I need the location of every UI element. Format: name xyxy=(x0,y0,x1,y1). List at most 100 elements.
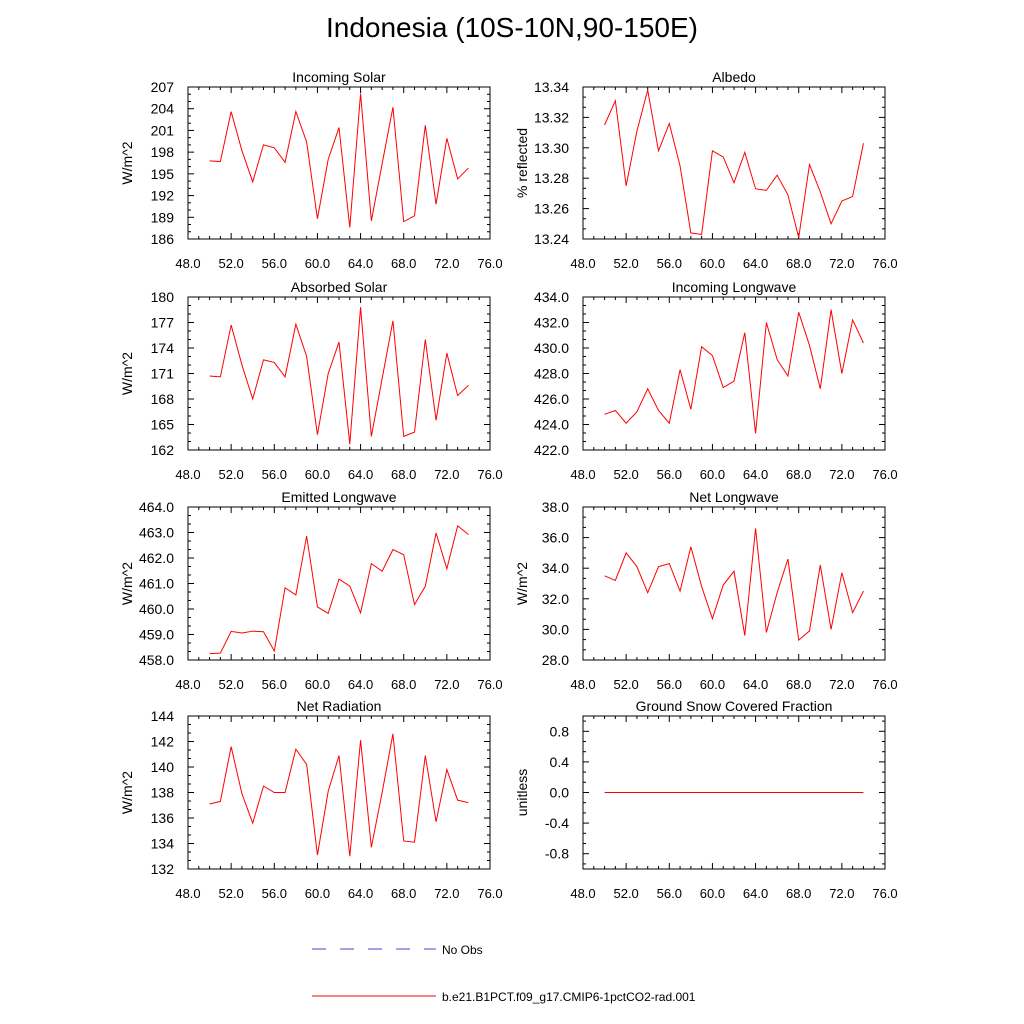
panel-4: Incoming Longwave 48.0 52.0 56.0 60.0 64.0 68.… xyxy=(534,279,898,482)
y-tick-label: 136 xyxy=(151,810,175,826)
x-tick-label: 68.0 xyxy=(391,677,416,692)
panel-7: Net Radiation W/m^2 48.0 52.0 56.0 60.0 64.0 68… xyxy=(119,698,503,901)
plot-frame xyxy=(187,715,491,870)
y-tick-label: 34.0 xyxy=(542,560,569,576)
plot-frame xyxy=(187,86,491,240)
panel-5: Emitted Longwave W/m^2 48.0 52.0 56.0 60.0 64.… xyxy=(119,489,503,692)
x-tick-label: 64.0 xyxy=(743,677,768,692)
y-tick-label: 462.0 xyxy=(139,550,174,566)
x-tick-label: 68.0 xyxy=(391,467,416,482)
y-tick-label: 134 xyxy=(151,836,175,852)
x-tick-label: 48.0 xyxy=(175,256,200,271)
x-tick-label: 48.0 xyxy=(570,886,595,901)
plot-frame xyxy=(187,506,491,661)
y-tick-label: 132 xyxy=(151,861,175,877)
x-tick-label: 68.0 xyxy=(391,886,416,901)
y-tick-label: 177 xyxy=(151,315,175,331)
y-tick-label: 426.0 xyxy=(534,391,569,407)
x-tick-label: 52.0 xyxy=(218,677,243,692)
y-tick-label: 428.0 xyxy=(534,366,569,382)
y-tick-label: 432.0 xyxy=(534,315,569,331)
y-tick-label: 0.4 xyxy=(550,754,570,770)
panel-title: Ground Snow Covered Fraction xyxy=(636,698,833,714)
x-tick-label: 76.0 xyxy=(477,677,502,692)
y-tick-label: 464.0 xyxy=(139,499,174,515)
panel-6: Net Longwave W/m^2 48.0 52.0 56.0 60.0 64.0 68.… xyxy=(514,489,898,692)
y-tick-label: 180 xyxy=(151,289,175,305)
series-line xyxy=(209,93,469,228)
x-tick-label: 52.0 xyxy=(613,256,638,271)
x-tick-label: 60.0 xyxy=(700,256,725,271)
x-tick-label: 64.0 xyxy=(348,677,373,692)
panel-title: Net Longwave xyxy=(689,489,779,505)
x-tick-label: 56.0 xyxy=(262,677,287,692)
x-tick-label: 72.0 xyxy=(434,256,459,271)
x-tick-label: 56.0 xyxy=(262,467,287,482)
x-tick-label: 64.0 xyxy=(348,467,373,482)
x-tick-label: 56.0 xyxy=(262,256,287,271)
x-tick-label: 60.0 xyxy=(305,256,330,271)
y-tick-label: 13.24 xyxy=(534,231,569,247)
x-tick-label: 72.0 xyxy=(434,677,459,692)
plot-frame xyxy=(582,296,886,451)
panel-title: Incoming Solar xyxy=(292,69,386,85)
y-tick-label: 192 xyxy=(151,188,175,204)
x-tick-label: 72.0 xyxy=(434,886,459,901)
y-tick-label: 459.0 xyxy=(139,627,174,643)
y-tick-label: 142 xyxy=(151,734,175,750)
plot-frame xyxy=(582,86,886,240)
y-tick-label: 422.0 xyxy=(534,442,569,458)
x-tick-label: 60.0 xyxy=(700,886,725,901)
x-tick-label: 48.0 xyxy=(570,677,595,692)
panel-3: Absorbed Solar W/m^2 48.0 52.0 56.0 60.0 64.0 6… xyxy=(119,279,503,482)
y-tick-label: 201 xyxy=(151,122,175,138)
x-tick-label: 76.0 xyxy=(477,467,502,482)
panel-title: Emitted Longwave xyxy=(281,489,396,505)
y-tick-label: 32.0 xyxy=(542,591,569,607)
y-axis-label: W/m^2 xyxy=(119,141,135,184)
y-tick-label: 0.8 xyxy=(550,723,570,739)
plot-frame xyxy=(187,296,491,451)
y-tick-label: 13.26 xyxy=(534,201,569,217)
y-tick-label: 165 xyxy=(151,417,175,433)
x-tick-label: 60.0 xyxy=(700,467,725,482)
x-tick-label: 72.0 xyxy=(829,886,854,901)
x-tick-label: 68.0 xyxy=(391,256,416,271)
x-tick-label: 56.0 xyxy=(657,677,682,692)
y-tick-label: 195 xyxy=(151,166,175,182)
y-tick-label: 13.34 xyxy=(534,79,569,95)
y-tick-label: 38.0 xyxy=(542,499,569,515)
x-tick-label: 60.0 xyxy=(305,677,330,692)
y-axis-label: % reflected xyxy=(514,128,530,198)
y-tick-label: 198 xyxy=(151,144,175,160)
x-tick-label: 52.0 xyxy=(218,467,243,482)
x-tick-label: 48.0 xyxy=(570,256,595,271)
y-tick-label: 189 xyxy=(151,209,175,225)
panel-2: Albedo % reflected 48.0 52.0 56.0 60.0 64.0 68.… xyxy=(514,69,898,271)
y-tick-label: 460.0 xyxy=(139,601,174,617)
x-tick-label: 48.0 xyxy=(570,467,595,482)
y-tick-label: 138 xyxy=(151,785,175,801)
y-axis-label: W/m^2 xyxy=(514,562,530,605)
y-tick-label: 430.0 xyxy=(534,340,569,356)
panel-title: Albedo xyxy=(712,69,756,85)
y-axis-label: W/m^2 xyxy=(119,562,135,605)
x-tick-label: 72.0 xyxy=(829,467,854,482)
y-axis-label: W/m^2 xyxy=(119,771,135,814)
y-tick-label: 171 xyxy=(151,366,175,382)
y-tick-label: 168 xyxy=(151,391,175,407)
x-tick-label: 76.0 xyxy=(872,467,897,482)
panel-1: Incoming Solar W/m^2 48.0 52.0 56.0 60.0 64.0 6… xyxy=(119,69,503,271)
y-tick-label: -0.4 xyxy=(545,815,569,831)
y-tick-label: 13.30 xyxy=(534,140,569,156)
series-line xyxy=(209,524,469,655)
x-tick-label: 52.0 xyxy=(613,677,638,692)
y-tick-label: 434.0 xyxy=(534,289,569,305)
x-tick-label: 56.0 xyxy=(657,256,682,271)
x-tick-label: 52.0 xyxy=(613,467,638,482)
x-tick-label: 76.0 xyxy=(477,256,502,271)
y-tick-label: 424.0 xyxy=(534,417,569,433)
x-tick-label: 76.0 xyxy=(872,256,897,271)
y-axis-label: W/m^2 xyxy=(119,352,135,395)
